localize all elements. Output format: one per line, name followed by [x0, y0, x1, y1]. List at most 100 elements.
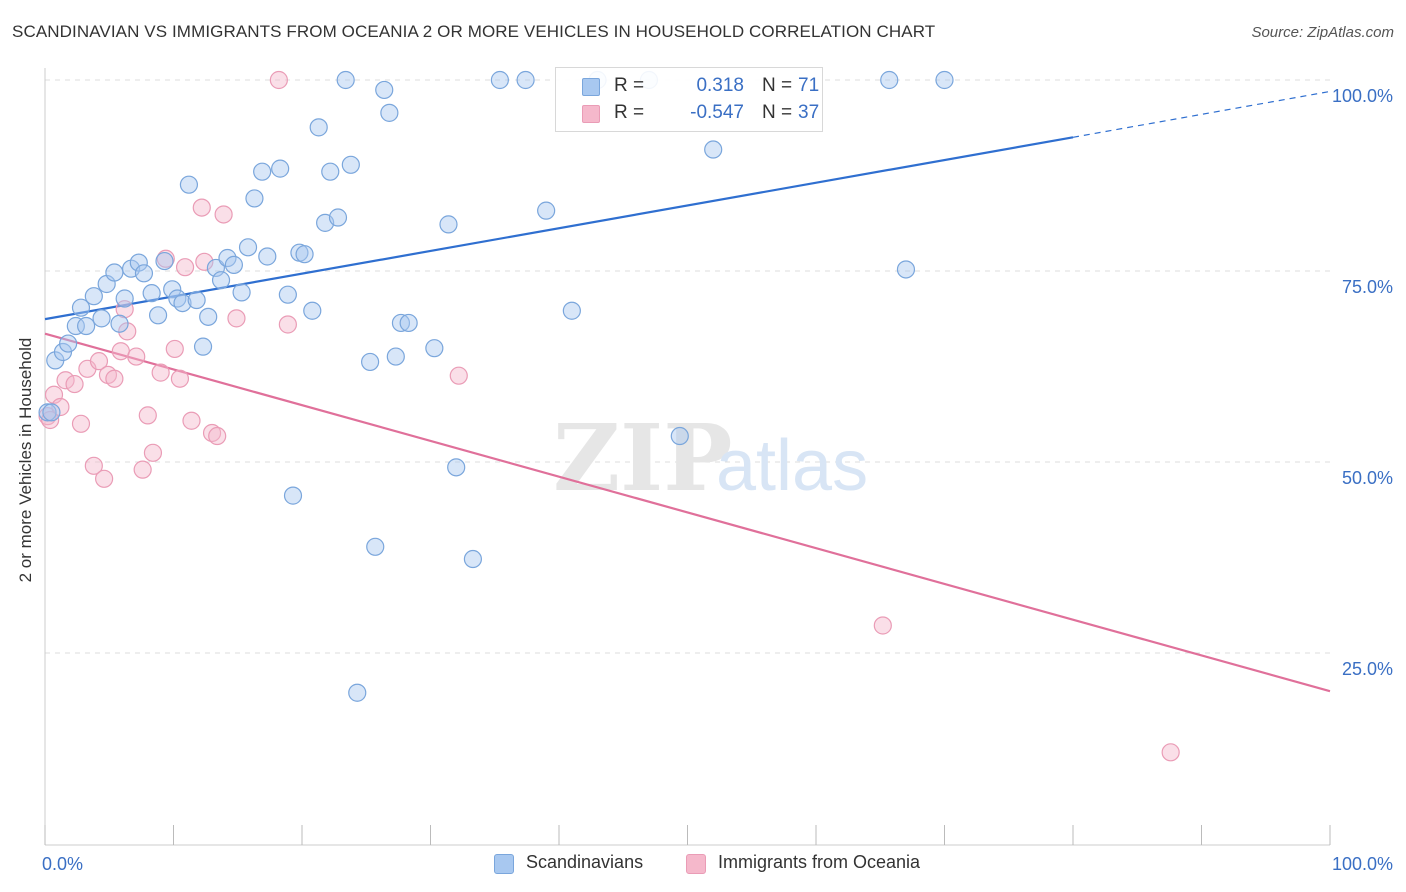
- data-point-scandinavians: [386, 347, 405, 366]
- data-point-scandinavians: [439, 215, 458, 234]
- grid-lines: [45, 79, 1330, 654]
- data-point-scandinavians: [193, 337, 213, 356]
- data-point-scandinavians: [66, 316, 85, 336]
- data-point-scandinavians: [92, 309, 111, 328]
- data-point-scandinavians: [341, 155, 360, 174]
- data-point-oceania: [449, 366, 468, 385]
- data-point-scandinavians: [704, 140, 723, 159]
- data-point-scandinavians: [38, 403, 57, 422]
- data-point-oceania: [118, 322, 137, 341]
- data-point-scandinavians: [670, 426, 689, 446]
- y-axis-label-wrap: 2 or more Vehicles in Household: [16, 215, 36, 583]
- data-point-scandinavians: [129, 253, 148, 272]
- data-points: [38, 70, 1180, 762]
- data-point-scandinavians: [309, 118, 328, 137]
- watermark-zip: ZIP: [553, 404, 732, 512]
- source-label: Source: ZipAtlas.com: [1251, 24, 1394, 41]
- y-tick-label: 75.0%: [1342, 277, 1393, 297]
- data-point-oceania: [65, 374, 84, 394]
- data-point-oceania: [105, 369, 124, 388]
- legend-r-label: R =: [614, 75, 645, 96]
- data-point-oceania: [1161, 743, 1180, 762]
- data-point-oceania: [192, 198, 211, 217]
- legend-n-value: 71: [798, 75, 820, 96]
- data-point-oceania: [138, 406, 157, 425]
- data-point-scandinavians: [278, 285, 297, 304]
- data-point-oceania: [182, 411, 201, 430]
- data-point-scandinavians: [490, 70, 509, 90]
- data-point-scandinavians: [163, 280, 182, 299]
- data-point-scandinavians: [303, 301, 322, 320]
- data-point-scandinavians: [366, 537, 385, 556]
- x-tick-label: 0.0%: [42, 854, 83, 874]
- data-point-scandinavians: [562, 301, 581, 320]
- data-point-oceania: [214, 205, 233, 224]
- x-tick-label: 100.0%: [1332, 854, 1393, 874]
- data-point-oceania: [170, 369, 190, 388]
- data-point-scandinavians: [361, 352, 380, 372]
- legend-n-label: N =: [762, 102, 793, 123]
- legend-swatch-scandinavians: [582, 78, 600, 96]
- data-point-scandinavians: [295, 245, 314, 264]
- data-point-scandinavians: [71, 298, 91, 317]
- data-point-scandinavians: [321, 162, 340, 181]
- data-point-scandinavians: [142, 284, 161, 303]
- data-point-scandinavians: [187, 290, 206, 310]
- data-point-scandinavians: [253, 162, 272, 181]
- data-point-scandinavians: [380, 103, 399, 122]
- data-point-oceania: [84, 456, 103, 475]
- y-tick-label: 50.0%: [1342, 468, 1393, 488]
- data-point-oceania: [208, 426, 227, 446]
- data-point-oceania: [227, 309, 246, 328]
- legend-r-value: 0.318: [696, 75, 744, 96]
- data-point-scandinavians: [173, 293, 192, 313]
- data-point-scandinavians: [179, 175, 199, 194]
- data-point-scandinavians: [271, 159, 290, 178]
- trend-line-scandinavians-extension: [1072, 90, 1331, 138]
- data-point-oceania: [202, 423, 222, 443]
- data-point-scandinavians: [245, 189, 264, 208]
- data-point-oceania: [143, 443, 163, 462]
- trend-lines: [44, 90, 1331, 693]
- data-point-scandinavians: [42, 403, 61, 422]
- data-point-oceania: [111, 342, 130, 361]
- data-point-scandinavians: [59, 334, 78, 353]
- data-point-scandinavians: [105, 263, 124, 282]
- data-point-oceania: [165, 339, 184, 359]
- data-point-oceania: [71, 414, 91, 433]
- y-axis-label: 2 or more Vehicles in Household: [16, 337, 35, 583]
- data-point-scandinavians: [155, 251, 174, 271]
- data-point-oceania: [95, 469, 114, 488]
- data-point-scandinavians: [935, 70, 954, 90]
- data-point-oceania: [89, 352, 109, 371]
- data-point-scandinavians: [375, 80, 394, 100]
- chart-title: SCANDINAVIAN VS IMMIGRANTS FROM OCEANIA …: [12, 22, 936, 41]
- axes: [44, 68, 1331, 846]
- data-point-oceania: [269, 70, 288, 90]
- data-point-scandinavians: [328, 208, 348, 227]
- tick-labels: 25.0% 50.0% 75.0% 100.0% 0.0% 100.0%: [42, 86, 1393, 874]
- data-point-scandinavians: [258, 247, 277, 266]
- data-point-scandinavians: [348, 683, 367, 702]
- data-point-scandinavians: [880, 70, 899, 90]
- trend-line-oceania: [44, 332, 1331, 693]
- data-point-scandinavians: [537, 201, 556, 220]
- trend-line-scandinavians: [44, 136, 1074, 321]
- data-point-scandinavians: [148, 306, 168, 325]
- legend-swatch-oceania: [582, 105, 600, 123]
- data-point-scandinavians: [115, 289, 134, 308]
- data-point-scandinavians: [896, 260, 916, 279]
- y-tick-label: 100.0%: [1332, 86, 1393, 106]
- data-point-scandinavians: [463, 549, 483, 569]
- bottom-legend-label: Immigrants from Oceania: [718, 852, 921, 872]
- data-point-scandinavians: [447, 458, 466, 477]
- data-point-oceania: [56, 371, 75, 390]
- data-point-oceania: [278, 315, 297, 334]
- data-point-oceania: [195, 252, 214, 271]
- data-point-oceania: [127, 347, 146, 366]
- data-point-scandinavians: [232, 283, 251, 302]
- bottom-legend-label: Scandinavians: [526, 852, 644, 872]
- data-point-scandinavians: [399, 313, 418, 333]
- legend-r-label: R =: [614, 102, 645, 123]
- data-point-scandinavians: [224, 255, 243, 274]
